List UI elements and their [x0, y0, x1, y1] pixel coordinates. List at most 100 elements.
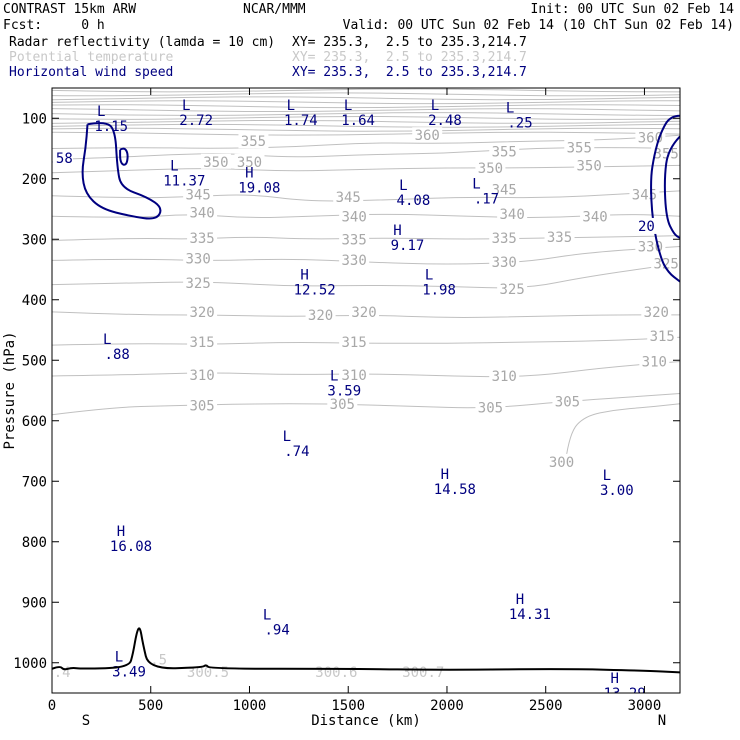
- x-tick-label: 500: [138, 698, 163, 714]
- theta-contour-360: [52, 134, 680, 149]
- theta-label: 330: [342, 253, 367, 269]
- wind-edge-label: 20: [638, 219, 655, 235]
- wind-extremum-value: 14.31: [509, 607, 551, 623]
- theta-label-bg: [200, 153, 231, 169]
- plot-frame: [51, 87, 681, 694]
- wind-extremum-value: 1.15: [94, 119, 128, 135]
- x-end-label-right: N: [658, 713, 666, 729]
- theta-label-bg: [475, 159, 506, 175]
- theta-label: 350: [577, 158, 602, 174]
- wind-extremum-value: 9.17: [391, 238, 425, 254]
- wind-low-marker: L: [431, 98, 439, 114]
- wind-low-marker: L: [425, 267, 433, 283]
- theta-contour-300: [565, 403, 680, 462]
- theta-upper-contour: [52, 88, 680, 93]
- wind-low-marker: L: [182, 98, 190, 114]
- field-wind-xy: XY= 235.3, 2.5 to 235.3,214.7: [292, 65, 527, 80]
- theta-label: 305: [478, 400, 503, 416]
- wind-extremum-value: .74: [284, 444, 309, 460]
- theta-label: 310: [492, 369, 517, 385]
- wind-contour-layer: 3.5820L1.15L2.72L1.74L1.64L2.48L.25L11.3…: [39, 98, 680, 693]
- theta-label-bg: [580, 208, 611, 224]
- theta-upper-contour: [52, 108, 680, 113]
- theta-label: 345: [185, 187, 210, 203]
- wind-low-marker: L: [399, 178, 407, 194]
- y-tick-label: 100: [22, 111, 47, 127]
- theta-label-bg: [187, 397, 218, 413]
- theta-label: 350: [203, 155, 228, 171]
- theta-label: 330: [185, 252, 210, 268]
- theta-label: 320: [308, 308, 333, 324]
- field-theta-xy: XY= 235.3, 2.5 to 235.3,214.7: [292, 50, 527, 65]
- theta-label-bg: [187, 204, 218, 220]
- wind-edge-label: 3.58: [39, 151, 73, 167]
- theta-label: 305: [330, 397, 355, 413]
- field-wind-name: Horizontal wind speed: [9, 65, 174, 80]
- theta-upper-contour: [52, 100, 680, 105]
- wind-low-marker: L: [287, 98, 295, 114]
- wind-low-marker: L: [170, 158, 178, 174]
- theta-label: 310: [189, 368, 214, 384]
- model-title: CONTRAST 15km ARW: [3, 2, 137, 17]
- valid-time: Valid: 00 UTC Sun 02 Feb 14 (10 ChT Sun …: [342, 18, 734, 33]
- theta-label: 320: [644, 305, 669, 321]
- theta-label: 300: [549, 455, 574, 471]
- theta-label: 345: [632, 187, 657, 203]
- wind-extremum-value: 3.00: [600, 483, 634, 499]
- wind-low-marker: L: [115, 650, 123, 666]
- theta-contour-325: [52, 262, 680, 289]
- theta-upper-contour: [52, 119, 680, 124]
- init-time: Init: 00 UTC Sun 02 Feb 14: [530, 2, 735, 17]
- wind-low-marker: L: [263, 607, 271, 623]
- wind-contour-20: [663, 135, 680, 239]
- forecast-hour: Fcst: 0 h: [3, 18, 105, 33]
- theta-label-bg: [187, 230, 218, 246]
- theta-label-bg: [412, 127, 443, 143]
- wind-low-marker: L: [506, 100, 514, 116]
- theta-label-bg: [333, 188, 364, 204]
- wind-edge-label-bg: [629, 217, 664, 234]
- axes-layer: 100 200 300 400 500 600 700 800 900 1000 0 500 1000 1…: [2, 87, 681, 729]
- theta-label: 340: [189, 206, 214, 222]
- theta-label: 335: [547, 230, 572, 246]
- theta-label: 340: [342, 209, 367, 225]
- theta-label-bg: [564, 139, 595, 155]
- theta-label-bg: [305, 306, 336, 322]
- theta-label: 310: [642, 354, 667, 370]
- surface-label: 300.7: [402, 665, 444, 681]
- theta-label: 320: [189, 305, 214, 321]
- wind-extremum-value: 19.08: [238, 181, 280, 197]
- theta-label: 325: [654, 256, 679, 272]
- theta-label: 320: [351, 305, 376, 321]
- theta-label-bg: [339, 208, 370, 224]
- theta-label-bg: [651, 145, 680, 161]
- field-reflectivity-name: Radar reflectivity (lamda = 10 cm): [9, 35, 276, 50]
- field-reflectivity-xy: XY= 235.3, 2.5 to 235.3,214.7: [292, 35, 527, 50]
- x-tick-label: 1000: [233, 698, 267, 714]
- theta-contour-345: [52, 190, 680, 202]
- theta-label: 330: [492, 255, 517, 271]
- theta-label: 325: [185, 276, 210, 292]
- theta-label-bg: [647, 328, 678, 344]
- y-tick-label: 700: [22, 474, 47, 490]
- y-tick-label: 1000: [13, 656, 47, 672]
- y-tick-label: 800: [22, 535, 47, 551]
- theta-label: 305: [555, 394, 580, 410]
- wind-high-marker: H: [300, 267, 308, 283]
- theta-label-bg: [489, 367, 520, 383]
- wind-low-marker: L: [344, 98, 352, 114]
- theta-upper-contour: [52, 123, 680, 128]
- y-axis-label: Pressure (hPa): [2, 331, 18, 449]
- theta-upper-contour: [52, 104, 680, 109]
- theta-label: 315: [650, 329, 675, 345]
- wind-extremum-value: .94: [264, 622, 289, 638]
- theta-label: 340: [499, 207, 524, 223]
- wind-contour-20: [119, 147, 129, 166]
- x-tick-label: 0: [48, 698, 56, 714]
- wind-extremum-value: .25: [507, 115, 532, 131]
- wind-low-marker: L: [283, 429, 291, 445]
- wind-extremum-value: .17: [474, 192, 499, 208]
- wind-extremum-value: .88: [105, 347, 130, 363]
- theta-label-bg: [327, 395, 358, 411]
